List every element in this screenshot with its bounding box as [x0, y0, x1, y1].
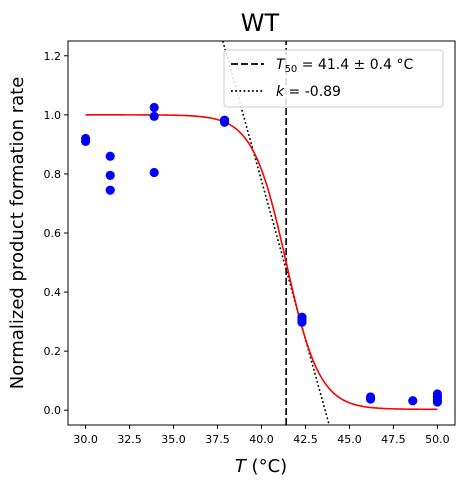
y-tick-label: 0.4: [44, 286, 62, 299]
y-tick-label: 0.2: [44, 345, 62, 358]
data-point: [432, 397, 443, 407]
x-tick-label: 35.0: [161, 433, 186, 446]
legend-t50-value: = 41.4 ± 0.4 °C: [297, 57, 413, 73]
x-axis-unit: (°C): [246, 456, 287, 477]
y-tick-label: 0.8: [44, 168, 62, 181]
legend-label-k: k = -0.89: [276, 84, 341, 100]
x-axis-symbol: T: [235, 456, 248, 477]
y-axis: 0.0 0.2 0.4 0.6 0.8 1.0 1.2: [44, 50, 68, 417]
x-axis-title: T (°C): [235, 456, 287, 477]
data-point: [149, 167, 159, 178]
data-point: [105, 185, 115, 195]
data-point: [365, 394, 376, 404]
slope-dotted-line: [222, 41, 330, 425]
data-point: [105, 151, 115, 161]
x-tick-label: 37.5: [205, 433, 230, 446]
y-tick-label: 1.2: [44, 50, 62, 63]
x-tick-label: 50.0: [425, 433, 450, 446]
legend: T50 = 41.4 ± 0.4 °C k = -0.89: [223, 49, 444, 108]
data-point: [149, 102, 159, 113]
y-tick-label: 1.0: [44, 109, 62, 122]
legend-t50-subscript: 50: [285, 64, 298, 75]
x-axis: 30.0 32.5 35.0 37.5 40.0 42.5 45.0 47.5 50.0: [73, 425, 450, 446]
x-tick-label: 40.0: [249, 433, 274, 446]
plot-area: [80, 41, 443, 425]
y-tick-label: 0.0: [44, 404, 62, 417]
legend-t50-symbol: T: [276, 57, 286, 73]
data-point: [80, 136, 91, 147]
data-point: [149, 111, 159, 121]
x-tick-label: 47.5: [381, 433, 406, 446]
legend-box: [223, 49, 444, 108]
legend-k-value: = -0.89: [284, 84, 341, 100]
y-tick-label: 0.6: [44, 227, 62, 240]
fit-curve: [85, 114, 438, 411]
x-tick-label: 32.5: [117, 433, 142, 446]
legend-label-t50: T50 = 41.4 ± 0.4 °C: [276, 57, 413, 75]
x-tick-label: 45.0: [337, 433, 362, 446]
y-axis-title: Normalized product formation rate: [7, 77, 28, 390]
data-point: [219, 117, 230, 127]
x-tick-label: 42.5: [293, 433, 318, 446]
data-point: [408, 396, 418, 406]
data-point: [105, 170, 115, 180]
legend-k-symbol: k: [276, 84, 285, 100]
chart-title: WT: [241, 9, 280, 37]
x-tick-label: 30.0: [73, 433, 98, 446]
data-point: [297, 317, 307, 327]
